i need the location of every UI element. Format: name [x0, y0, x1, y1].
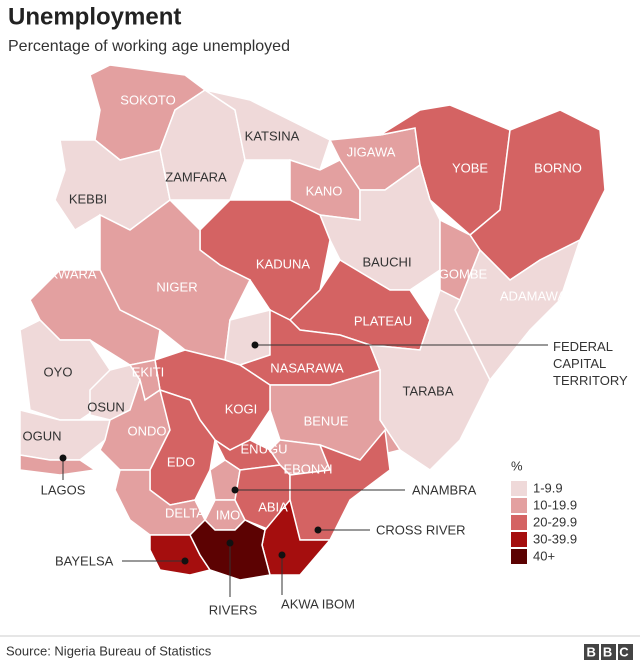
callout-dot	[314, 526, 322, 534]
legend-swatch	[511, 481, 527, 496]
state-label: EKITI	[132, 364, 165, 379]
state-label: NIGER	[156, 279, 197, 294]
legend-label: 20-29.9	[533, 514, 577, 529]
state-label: OSUN	[87, 399, 125, 414]
legend-label: 30-39.9	[533, 531, 577, 546]
legend-label: 1-9.9	[533, 480, 563, 495]
callout-dot	[226, 539, 234, 547]
source: Source: Nigeria Bureau of Statistics	[6, 643, 212, 658]
state-label: ADAMAWA	[500, 288, 567, 303]
state-label: YOBE	[452, 160, 488, 175]
state-label: ZAMFARA	[165, 169, 227, 184]
state-label: KANO	[306, 183, 343, 198]
state-label: EBONYI	[283, 461, 332, 476]
legend-swatch	[511, 498, 527, 513]
state-label: AKWA IBOM	[281, 596, 355, 611]
logo-box	[618, 644, 633, 660]
state-label: KWARA	[49, 266, 97, 281]
state-label: ABIA	[258, 499, 288, 514]
legend-swatch	[511, 532, 527, 547]
state-label: TARABA	[402, 383, 453, 398]
state-label: RIVERS	[209, 602, 258, 617]
logo: BBC	[587, 644, 636, 659]
logo-box	[584, 644, 599, 660]
state-label: EDO	[167, 454, 195, 469]
title: Unemployment	[8, 3, 181, 30]
callout-dot	[231, 486, 239, 494]
fct-label: FEDERAL CAPITAL TERRITORY	[553, 339, 628, 388]
state-label: BAYELSA	[55, 553, 114, 568]
state-label: OYO	[44, 364, 73, 379]
state-label: SOKOTO	[120, 92, 175, 107]
state-label: JIGAWA	[347, 144, 396, 159]
legend-title: %	[511, 458, 523, 473]
state-label: KEBBI	[69, 191, 107, 206]
legend-swatch	[511, 549, 527, 564]
state-label: KATSINA	[245, 128, 300, 143]
legend-label: 10-19.9	[533, 497, 577, 512]
state-region	[19, 454, 98, 476]
state-label: BAUCHI	[362, 254, 411, 269]
legend-swatch	[511, 515, 527, 530]
state-label: IMO	[216, 507, 241, 522]
state-label: PLATEAU	[354, 313, 412, 328]
subtitle: Percentage of working age unemployed	[8, 38, 290, 55]
state-label: BENUE	[304, 413, 349, 428]
state-label: ANAMBRA	[412, 482, 477, 497]
state-label: LAGOS	[41, 482, 86, 497]
callout-dot	[278, 551, 286, 559]
state-label: OGUN	[23, 428, 62, 443]
state-label: ONDO	[128, 423, 167, 438]
state-label: NASARAWA	[270, 360, 344, 375]
callout-dot	[251, 341, 259, 349]
callout-dot	[59, 454, 67, 462]
logo-box	[601, 644, 616, 660]
state-label: ENUGU	[241, 441, 288, 456]
state-label: DELTA	[165, 505, 205, 520]
state-label: BORNO	[534, 160, 582, 175]
state-label: GOMBE	[439, 266, 488, 281]
legend-label: 40+	[533, 548, 555, 563]
state-label: KOGI	[225, 401, 258, 416]
callout-dot	[181, 557, 189, 565]
state-label: KADUNA	[256, 256, 311, 271]
state-label: CROSS RIVER	[376, 522, 466, 537]
